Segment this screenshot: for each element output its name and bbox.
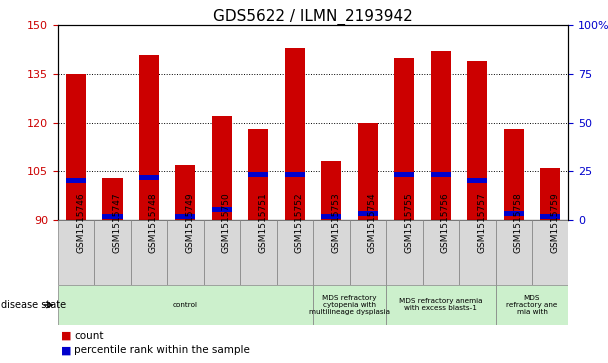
Bar (467, 61, 487, 220)
Text: GSM1515759: GSM1515759 (550, 192, 559, 253)
Bar (167, 220, 204, 285)
Bar (139, 175, 159, 180)
Bar (131, 220, 167, 285)
Bar (386, 220, 423, 285)
Text: control: control (173, 302, 198, 308)
Bar (139, 54, 159, 220)
Bar (503, 129, 524, 220)
Bar (212, 208, 232, 212)
Text: GSM1515747: GSM1515747 (112, 192, 122, 253)
Text: GSM1515751: GSM1515751 (258, 192, 268, 253)
Bar (459, 220, 496, 285)
Bar (386, 285, 496, 325)
Bar (204, 220, 240, 285)
Text: GSM1515750: GSM1515750 (222, 192, 231, 253)
Bar (540, 214, 561, 219)
Text: GSM1515757: GSM1515757 (477, 192, 486, 253)
Bar (58, 285, 313, 325)
Bar (66, 178, 86, 183)
Text: GSM1515746: GSM1515746 (76, 192, 85, 253)
Text: GSM1515753: GSM1515753 (331, 192, 340, 253)
Bar (358, 211, 378, 216)
Bar (58, 220, 94, 285)
Bar (102, 178, 122, 220)
Bar (248, 129, 268, 220)
Bar (240, 220, 277, 285)
Text: percentile rank within the sample: percentile rank within the sample (74, 345, 250, 355)
Bar (212, 116, 232, 220)
Text: GSM1515752: GSM1515752 (295, 192, 304, 253)
Text: ■: ■ (61, 331, 71, 341)
Bar (313, 285, 386, 325)
Bar (66, 74, 86, 220)
Bar (532, 220, 568, 285)
Bar (313, 220, 350, 285)
Bar (175, 164, 195, 220)
Text: GSM1515754: GSM1515754 (368, 192, 377, 253)
Bar (496, 220, 532, 285)
Text: disease state: disease state (1, 300, 66, 310)
Text: MDS
refractory ane
mia with: MDS refractory ane mia with (506, 295, 558, 315)
Text: count: count (74, 331, 104, 341)
Bar (394, 58, 414, 220)
Bar (350, 220, 386, 285)
Bar (248, 172, 268, 177)
Bar (285, 172, 305, 177)
Bar (394, 172, 414, 177)
Bar (358, 122, 378, 220)
Text: GDS5622 / ILMN_2193942: GDS5622 / ILMN_2193942 (213, 9, 413, 25)
Bar (467, 178, 487, 183)
Text: GSM1515749: GSM1515749 (185, 192, 195, 253)
Text: GSM1515755: GSM1515755 (404, 192, 413, 253)
Text: GSM1515748: GSM1515748 (149, 192, 158, 253)
Text: GSM1515758: GSM1515758 (514, 192, 523, 253)
Bar (277, 220, 313, 285)
Bar (540, 168, 561, 220)
Bar (503, 211, 524, 216)
Bar (102, 214, 122, 219)
Bar (94, 220, 131, 285)
Bar (321, 214, 341, 219)
Bar (430, 51, 451, 220)
Bar (496, 285, 568, 325)
Bar (423, 220, 459, 285)
Text: GSM1515756: GSM1515756 (441, 192, 450, 253)
Bar (285, 48, 305, 220)
Text: MDS refractory
cytopenia with
multilineage dysplasia: MDS refractory cytopenia with multilinea… (309, 295, 390, 315)
Bar (430, 172, 451, 177)
Text: MDS refractory anemia
with excess blasts-1: MDS refractory anemia with excess blasts… (399, 298, 483, 311)
Bar (175, 214, 195, 219)
Text: ■: ■ (61, 345, 71, 355)
Bar (321, 161, 341, 220)
